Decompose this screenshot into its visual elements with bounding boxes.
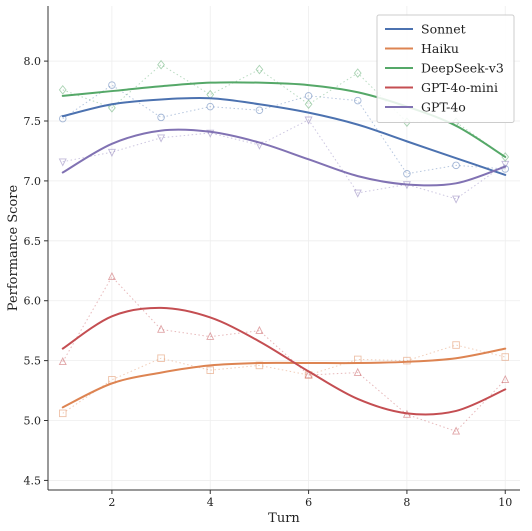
y-tick-label: 5.5 (24, 355, 42, 368)
y-tick-label: 6.0 (24, 295, 42, 308)
legend: Sonnet Haiku DeepSeek-v3 GPT-4o-mini GPT-4o (376, 14, 515, 123)
y-ticks: 4.5 5.0 5.5 6.0 6.5 7.0 7.5 8.0 (24, 55, 48, 487)
y-tick-label: 5.0 (24, 415, 42, 428)
data-point (59, 409, 67, 418)
trend-line-0 (61, 96, 507, 176)
legend-item: Haiku (385, 41, 459, 56)
x-tick-label: 2 (108, 496, 115, 509)
series-raw-1 (59, 341, 510, 418)
data-point (206, 366, 214, 374)
axes (47, 6, 520, 491)
y-tick-label: 8.0 (24, 55, 42, 68)
legend-item: GPT-4o-mini (385, 80, 498, 95)
legend-label: Haiku (421, 41, 459, 56)
data-point (452, 341, 460, 349)
trend-line-4 (61, 128, 507, 187)
data-point (107, 148, 116, 157)
data-point (501, 353, 510, 361)
legend-box (376, 14, 515, 123)
y-tick-label: 4.5 (24, 474, 42, 487)
legend-label: Sonnet (421, 22, 466, 37)
raw-series-line (62, 64, 506, 158)
data-point (58, 85, 67, 95)
data-point (304, 370, 313, 379)
data-point (58, 357, 67, 366)
data-point (157, 324, 166, 333)
y-tick-label: 7.5 (24, 115, 42, 128)
raw-series-line (62, 275, 506, 432)
data-point (501, 160, 510, 169)
data-point (157, 134, 166, 143)
data-point (157, 354, 165, 362)
data-point (58, 158, 67, 167)
data-point (452, 426, 461, 435)
data-point (304, 99, 313, 110)
data-point (206, 331, 215, 340)
series-raw-3 (58, 271, 510, 435)
data-point (206, 129, 215, 138)
data-point (403, 169, 411, 178)
y-tick-label: 7.0 (24, 175, 42, 188)
x-tick-label: 4 (207, 496, 214, 509)
trend-lines (61, 81, 507, 416)
series-raw-4 (58, 116, 510, 204)
data-point (354, 96, 362, 105)
data-point (353, 367, 362, 376)
data-point (157, 59, 165, 70)
y-tick-label: 6.5 (24, 235, 42, 248)
data-point (206, 102, 214, 111)
data-point (452, 161, 460, 170)
legend-item: Sonnet (385, 22, 466, 37)
legend-item: GPT-4o (385, 100, 466, 115)
data-point (157, 113, 165, 122)
data-point (107, 271, 116, 281)
x-tick-label: 6 (305, 496, 312, 509)
x-axis-label: Turn (268, 511, 300, 526)
data-point (108, 81, 116, 89)
legend-label: GPT-4o (421, 100, 466, 115)
data-point (353, 68, 362, 78)
data-point (255, 325, 264, 334)
trend-line-3 (61, 306, 507, 416)
x-tick-label: 8 (403, 496, 410, 509)
x-tick-label: 10 (498, 496, 512, 509)
data-point (452, 195, 461, 204)
legend-label: DeepSeek-v3 (421, 61, 504, 76)
trend-line-1 (61, 347, 507, 409)
y-axis-label: Performance Score (6, 184, 21, 311)
data-point (108, 103, 116, 113)
data-point (304, 116, 313, 125)
legend-label: GPT-4o-mini (421, 80, 498, 95)
raw-series-line (62, 119, 506, 200)
x-ticks: 2 4 6 8 10 (108, 490, 512, 509)
data-point (501, 374, 510, 384)
data-point (353, 189, 362, 198)
data-point (255, 106, 264, 114)
data-point (255, 64, 264, 75)
data-point (403, 356, 411, 365)
legend-item: DeepSeek-v3 (385, 61, 504, 76)
data-point (304, 92, 313, 100)
